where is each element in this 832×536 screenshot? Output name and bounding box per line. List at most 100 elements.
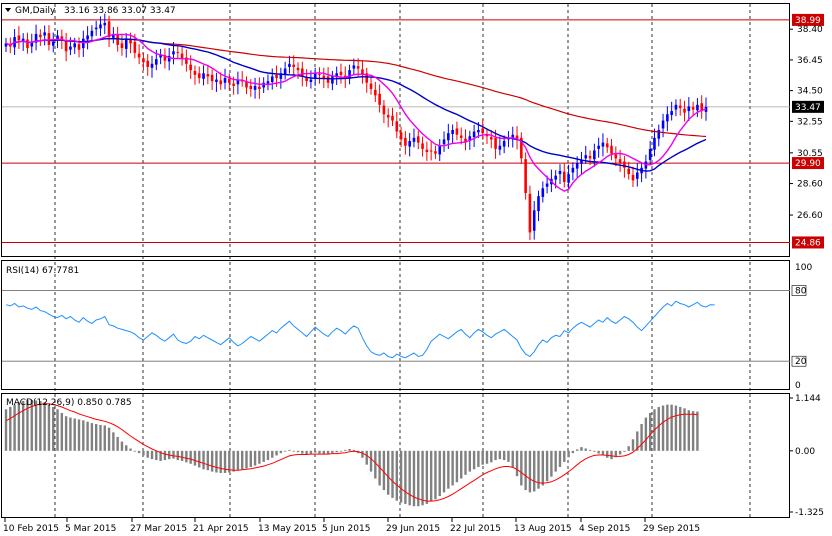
candle-104 (451, 124, 454, 144)
vertical-gridlines (54, 4, 751, 518)
candle-body (588, 155, 592, 159)
candle-6 (30, 33, 34, 54)
candle-28 (124, 33, 128, 58)
candle-body (112, 33, 115, 38)
candle-9 (43, 25, 46, 46)
candle-91 (395, 112, 399, 139)
price-axis: 38.40 36.45 34.50 32.55 30.55 28.60 26.60 (789, 25, 823, 221)
rsi-indicator: 100 80 20 0 (2, 263, 812, 391)
macd-bar-2 (13, 404, 16, 451)
macd-bar-108 (468, 450, 472, 472)
candle-150 (648, 140, 652, 166)
candle-body (305, 77, 308, 82)
macd-bar-46 (202, 450, 205, 470)
macd-indicator: 1.144 0.00 -1.325 (4, 394, 824, 518)
candle-96 (416, 130, 420, 150)
candle-94 (408, 132, 411, 157)
macd-bar-138 (597, 450, 600, 454)
macd-bar-147 (636, 431, 639, 451)
candle-body (678, 105, 682, 108)
candle-body (301, 68, 304, 77)
candle-51 (223, 68, 227, 90)
candle-73 (318, 67, 321, 84)
macd-bar-90 (391, 450, 394, 498)
candle-body (464, 138, 467, 143)
candle-body (331, 76, 334, 84)
macd-bar-42 (185, 450, 188, 463)
macd-bar-57 (249, 450, 252, 467)
macd-bar-156 (674, 405, 678, 451)
candle-body (404, 137, 407, 146)
candle-67 (292, 55, 296, 75)
candle-body (635, 172, 639, 179)
macd-bar-37 (163, 450, 167, 461)
candle-105 (455, 121, 459, 141)
candle-body (455, 128, 459, 135)
candle-50 (219, 72, 223, 90)
candle-body (180, 53, 184, 60)
candle-0 (4, 37, 8, 53)
candle-45 (197, 66, 201, 84)
candle-72 (313, 67, 317, 86)
macd-bar-31 (137, 450, 141, 454)
candle-61 (266, 74, 270, 91)
macd-bar-59 (258, 450, 261, 464)
candle-81 (352, 58, 356, 76)
macd-bar-66 (288, 449, 291, 451)
candle-159 (687, 97, 691, 122)
macd-bar-51 (223, 450, 227, 473)
macd-bar-145 (627, 446, 630, 451)
macd-bar-161 (696, 411, 699, 451)
candle-body (172, 51, 175, 55)
candle-body (339, 71, 343, 75)
candle-body (601, 142, 605, 147)
candle-body (26, 39, 29, 49)
macd-bar-149 (644, 417, 648, 451)
candle-3 (17, 26, 21, 50)
macd-bar-22 (99, 424, 102, 451)
candle-body (266, 81, 270, 84)
macd-bar-13 (60, 412, 64, 451)
candle-52 (228, 73, 231, 91)
candle-body (309, 79, 313, 82)
macd-bar-25 (112, 432, 115, 451)
macd-bar-74 (322, 450, 325, 455)
candle-66 (288, 55, 291, 74)
time-label-4: 13 May 2015 (258, 524, 317, 534)
ma-mid-line (5, 33, 707, 192)
macd-bar-9 (43, 402, 46, 451)
macd-bar-58 (253, 450, 257, 466)
candle-24 (107, 15, 111, 47)
macd-bar-69 (301, 450, 304, 454)
candle-14 (64, 32, 68, 62)
macd-bar-11 (52, 406, 55, 451)
macd-bar-78 (339, 450, 343, 452)
candle-101 (438, 138, 442, 162)
candle-146 (631, 166, 635, 188)
macd-bar-55 (240, 450, 244, 470)
macd-bar-110 (477, 450, 480, 467)
candle-23 (103, 13, 107, 35)
candle-body (374, 89, 377, 96)
candle-93 (404, 131, 407, 155)
candle-body (133, 41, 137, 53)
macd-bar-146 (631, 439, 635, 451)
candle-body (575, 163, 579, 169)
macd-bar-131 (567, 450, 570, 458)
candle-body (82, 38, 85, 49)
macd-bar-94 (408, 450, 411, 506)
candle-25 (112, 27, 115, 44)
macd-bar-143 (618, 450, 622, 455)
candle-body (597, 145, 600, 149)
candle-58 (253, 77, 257, 99)
triangle-down-icon[interactable] (5, 8, 11, 12)
macd-bar-64 (279, 450, 283, 454)
candle-body (696, 104, 699, 111)
price-tick-label-6: 26.60 (797, 211, 823, 221)
candle-body (155, 59, 158, 65)
candle-142 (614, 146, 618, 167)
candle-body (687, 106, 691, 112)
macd-bar-141 (610, 450, 613, 460)
